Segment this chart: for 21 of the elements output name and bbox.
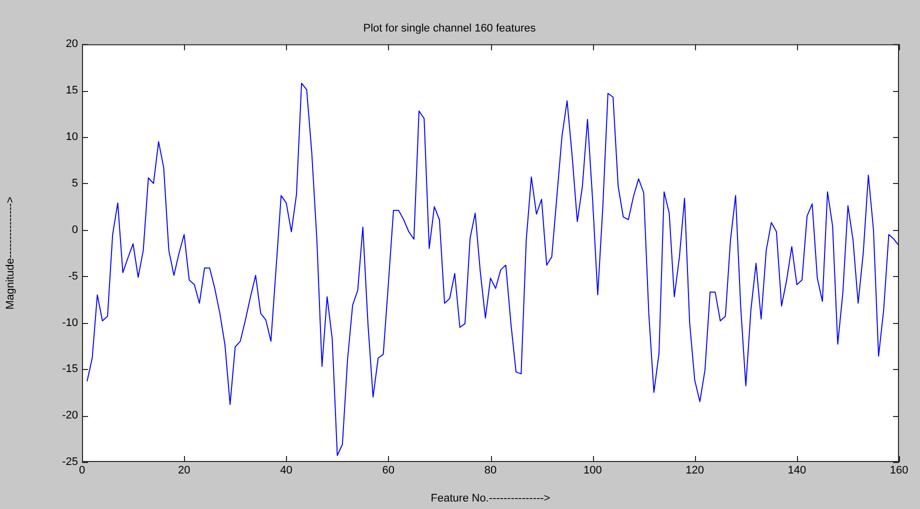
y-tick-label: 5 bbox=[72, 178, 78, 190]
y-axis-title: Magnitude---------------> bbox=[4, 196, 17, 310]
x-tick-label: 160 bbox=[890, 464, 908, 477]
y-tick-label: 20 bbox=[66, 38, 78, 50]
x-tick-label: 40 bbox=[280, 464, 292, 477]
x-tick-label: 80 bbox=[484, 464, 497, 477]
y-tick-label: -5 bbox=[68, 270, 78, 282]
y-tick-label: 0 bbox=[72, 224, 78, 236]
y-tick-label: -10 bbox=[62, 316, 78, 329]
y-tick-label: 10 bbox=[66, 131, 78, 144]
x-tick-label: 20 bbox=[178, 464, 190, 477]
y-tick-label: -15 bbox=[62, 363, 78, 376]
y-tick-label: -20 bbox=[62, 410, 78, 422]
y-tick-label: 15 bbox=[66, 84, 78, 97]
x-tick-label: 140 bbox=[788, 464, 806, 477]
x-tick-label: 100 bbox=[583, 464, 602, 477]
x-tick-label: 60 bbox=[382, 464, 394, 477]
chart-title: Plot for single channel 160 features bbox=[363, 22, 536, 35]
x-axis-title: Feature No.---------------> bbox=[430, 492, 550, 504]
y-tick-label: -25 bbox=[62, 456, 78, 468]
x-tick-label: 120 bbox=[686, 464, 704, 477]
